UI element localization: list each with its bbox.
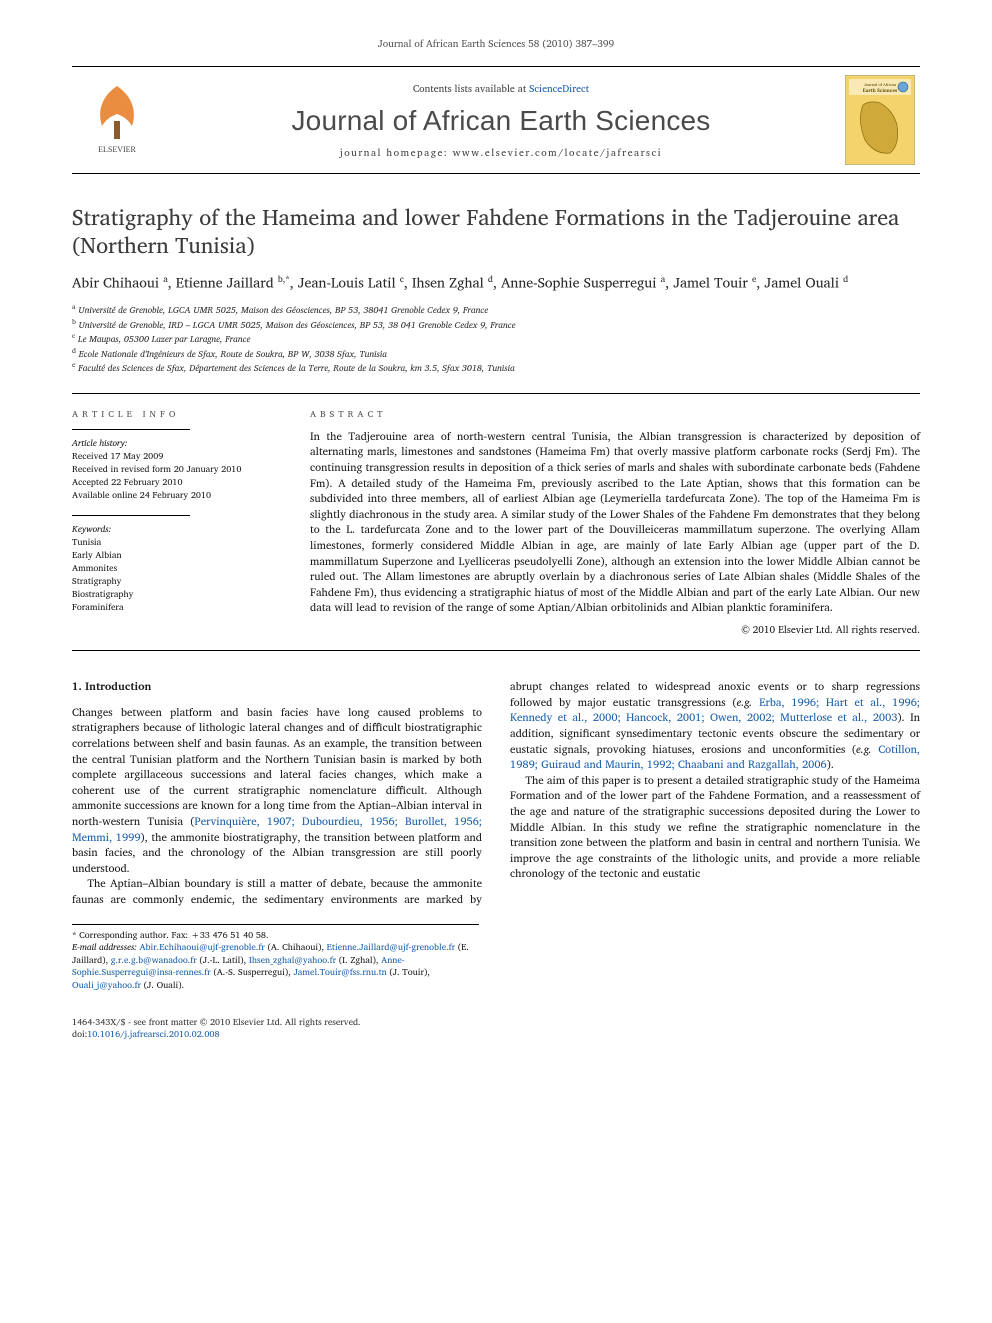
- affiliation-line: b Université de Grenoble, IRD – LGCA UMR…: [72, 318, 920, 332]
- author-list: Abir Chihaoui a, Etienne Jaillard b,*, J…: [72, 273, 920, 293]
- email-link[interactable]: Ouali_j@yahoo.fr: [72, 977, 141, 992]
- email-attribution: (A.-S. Susperregui),: [211, 964, 294, 979]
- article-info-heading: article info: [72, 406, 276, 421]
- affiliations-block: a Université de Grenoble, LGCA UMR 5025,…: [72, 303, 920, 375]
- intro-para-1: Changes between platform and basin facie…: [72, 705, 482, 877]
- affiliation-line: c Le Maupas, 05300 Lazer par Laragne, Fr…: [72, 332, 920, 346]
- article-title: Stratigraphy of the Hameima and lower Fa…: [72, 204, 920, 259]
- affiliation-line: d Ecole Nationale d'Ingénieurs de Sfax, …: [72, 347, 920, 361]
- article-history: Article history: Received 17 May 2009Rec…: [72, 436, 276, 501]
- footer-meta: 1464-343X/$ - see front matter © 2010 El…: [72, 1016, 920, 1041]
- running-head: Journal of African Earth Sciences 58 (20…: [72, 36, 920, 52]
- journal-name: Journal of African Earth Sciences: [172, 105, 830, 137]
- sciencedirect-link[interactable]: ScienceDirect: [529, 81, 589, 97]
- keywords-label: Keywords:: [72, 522, 276, 535]
- abstract-column: abstract In the Tadjerouine area of nort…: [290, 394, 920, 650]
- svg-text:ELSEVIER: ELSEVIER: [98, 145, 136, 154]
- author-name-fragment: Abir Chihaoui: [72, 272, 163, 295]
- email-attribution: (J. Touir),: [387, 964, 430, 979]
- journal-banner: ELSEVIER Contents lists available at Sci…: [72, 66, 920, 174]
- author-affil-sup: b,*: [278, 271, 290, 286]
- affiliation-text: Faculté des Sciences de Sfax, Départemen…: [75, 360, 514, 375]
- contents-lists-line: Contents lists available at ScienceDirec…: [172, 81, 830, 97]
- copyright-line: © 2010 Elsevier Ltd. All rights reserved…: [310, 622, 920, 638]
- affiliation-line: a Université de Grenoble, LGCA UMR 5025,…: [72, 303, 920, 317]
- svg-text:Earth Sciences: Earth Sciences: [863, 87, 898, 95]
- author-affil-sup: d: [843, 271, 848, 286]
- contents-prefix: Contents lists available at: [413, 81, 529, 97]
- doi-label: doi:: [72, 1026, 87, 1041]
- elsevier-tree-icon: ELSEVIER: [82, 76, 152, 164]
- body-two-column: 1. Introduction Changes between platform…: [72, 679, 920, 908]
- abstract-heading: abstract: [310, 406, 920, 421]
- doi-link[interactable]: 10.1016/j.jafrearsci.2010.02.008: [87, 1026, 219, 1041]
- journal-homepage-line: journal homepage: www.elsevier.com/locat…: [172, 145, 830, 161]
- affiliation-text: Le Maupas, 05300 Lazer par Laragne, Fran…: [75, 331, 250, 346]
- info-abstract-row: article info Article history: Received 1…: [72, 393, 920, 651]
- affiliation-text: Université de Grenoble, IRD – LGCA UMR 5…: [76, 317, 516, 332]
- author-name-fragment: , Jamel Ouali: [756, 272, 843, 295]
- author-name-fragment: , Jean-Louis Latil: [290, 272, 400, 295]
- affiliation-line: e Faculté des Sciences de Sfax, Départem…: [72, 361, 920, 375]
- email-attribution: (J. Ouali).: [141, 977, 184, 992]
- homepage-prefix: journal homepage:: [340, 145, 453, 161]
- history-label: Article history:: [72, 436, 276, 449]
- journal-cover-thumbnail: Journal of African Earth Sciences: [840, 75, 920, 165]
- publisher-logo: ELSEVIER: [72, 75, 162, 165]
- intro-para-3: The aim of this paper is to present a de…: [510, 773, 920, 882]
- section-heading-introduction: 1. Introduction: [72, 679, 482, 695]
- keywords-block: Keywords: TunisiaEarly AlbianAmmonitesSt…: [72, 522, 276, 613]
- banner-center: Contents lists available at ScienceDirec…: [162, 75, 840, 165]
- keyword-item: Foraminifera: [72, 600, 276, 613]
- author-name-fragment: , Etienne Jaillard: [168, 272, 278, 295]
- affiliation-text: Université de Grenoble, LGCA UMR 5025, M…: [76, 302, 489, 317]
- eg-italic: e.g.: [856, 740, 872, 758]
- footnotes-block: * Corresponding author. Fax: +33 476 51 …: [72, 924, 479, 992]
- history-line: Available online 24 February 2010: [72, 488, 276, 501]
- history-line: Accepted 22 February 2010: [72, 475, 276, 488]
- author-name-fragment: , Anne-Sophie Susperregui: [493, 272, 661, 295]
- email-link[interactable]: Jamel.Touir@fss.rnu.tn: [293, 964, 386, 979]
- homepage-url: www.elsevier.com/locate/jafrearsci: [453, 145, 663, 161]
- abstract-text: In the Tadjerouine area of north-western…: [310, 429, 920, 616]
- author-name-fragment: , Ihsen Zghal: [404, 272, 488, 295]
- author-name-fragment: , Jamel Touir: [665, 272, 752, 295]
- affiliation-text: Ecole Nationale d'Ingénieurs de Sfax, Ro…: [76, 346, 387, 361]
- doi-line: doi:10.1016/j.jafrearsci.2010.02.008: [72, 1028, 920, 1041]
- history-line: Received in revised form 20 January 2010: [72, 462, 276, 475]
- email-addresses: E-mail addresses: Abir.Echihaoui@ujf-gre…: [72, 941, 479, 991]
- para1-text-pre: Changes between platform and basin facie…: [72, 703, 482, 830]
- article-info-column: article info Article history: Received 1…: [72, 394, 290, 650]
- history-line: Received 17 May 2009: [72, 449, 276, 462]
